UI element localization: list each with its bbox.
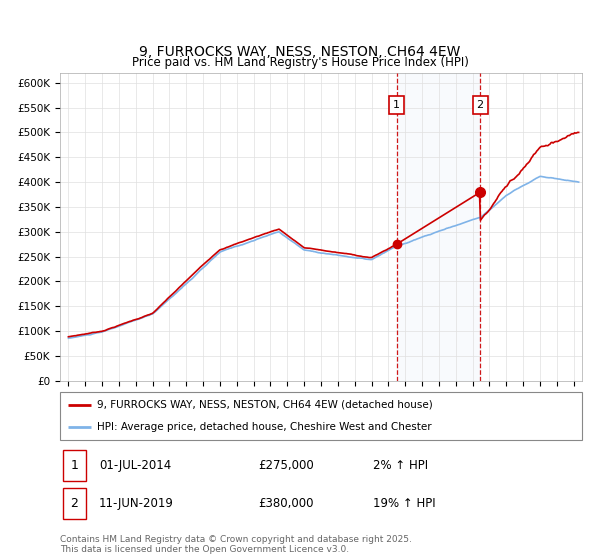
Text: 1: 1 bbox=[70, 459, 78, 472]
Bar bbox=[397, 73, 480, 381]
FancyBboxPatch shape bbox=[62, 488, 86, 519]
FancyBboxPatch shape bbox=[60, 392, 582, 440]
FancyBboxPatch shape bbox=[62, 450, 86, 481]
Text: HPI: Average price, detached house, Cheshire West and Chester: HPI: Average price, detached house, Ches… bbox=[97, 422, 431, 432]
Text: 1: 1 bbox=[393, 100, 400, 110]
Text: Price paid vs. HM Land Registry's House Price Index (HPI): Price paid vs. HM Land Registry's House … bbox=[131, 56, 469, 69]
Text: 9, FURROCKS WAY, NESS, NESTON, CH64 4EW: 9, FURROCKS WAY, NESS, NESTON, CH64 4EW bbox=[139, 45, 461, 59]
Text: 11-JUN-2019: 11-JUN-2019 bbox=[99, 497, 174, 510]
Text: 19% ↑ HPI: 19% ↑ HPI bbox=[373, 497, 436, 510]
Text: 2: 2 bbox=[476, 100, 484, 110]
Text: £380,000: £380,000 bbox=[259, 497, 314, 510]
Text: 9, FURROCKS WAY, NESS, NESTON, CH64 4EW (detached house): 9, FURROCKS WAY, NESS, NESTON, CH64 4EW … bbox=[97, 400, 432, 410]
Text: 2% ↑ HPI: 2% ↑ HPI bbox=[373, 459, 428, 472]
Text: 2: 2 bbox=[70, 497, 78, 510]
Text: 01-JUL-2014: 01-JUL-2014 bbox=[99, 459, 172, 472]
Text: Contains HM Land Registry data © Crown copyright and database right 2025.
This d: Contains HM Land Registry data © Crown c… bbox=[60, 535, 412, 554]
Text: £275,000: £275,000 bbox=[259, 459, 314, 472]
